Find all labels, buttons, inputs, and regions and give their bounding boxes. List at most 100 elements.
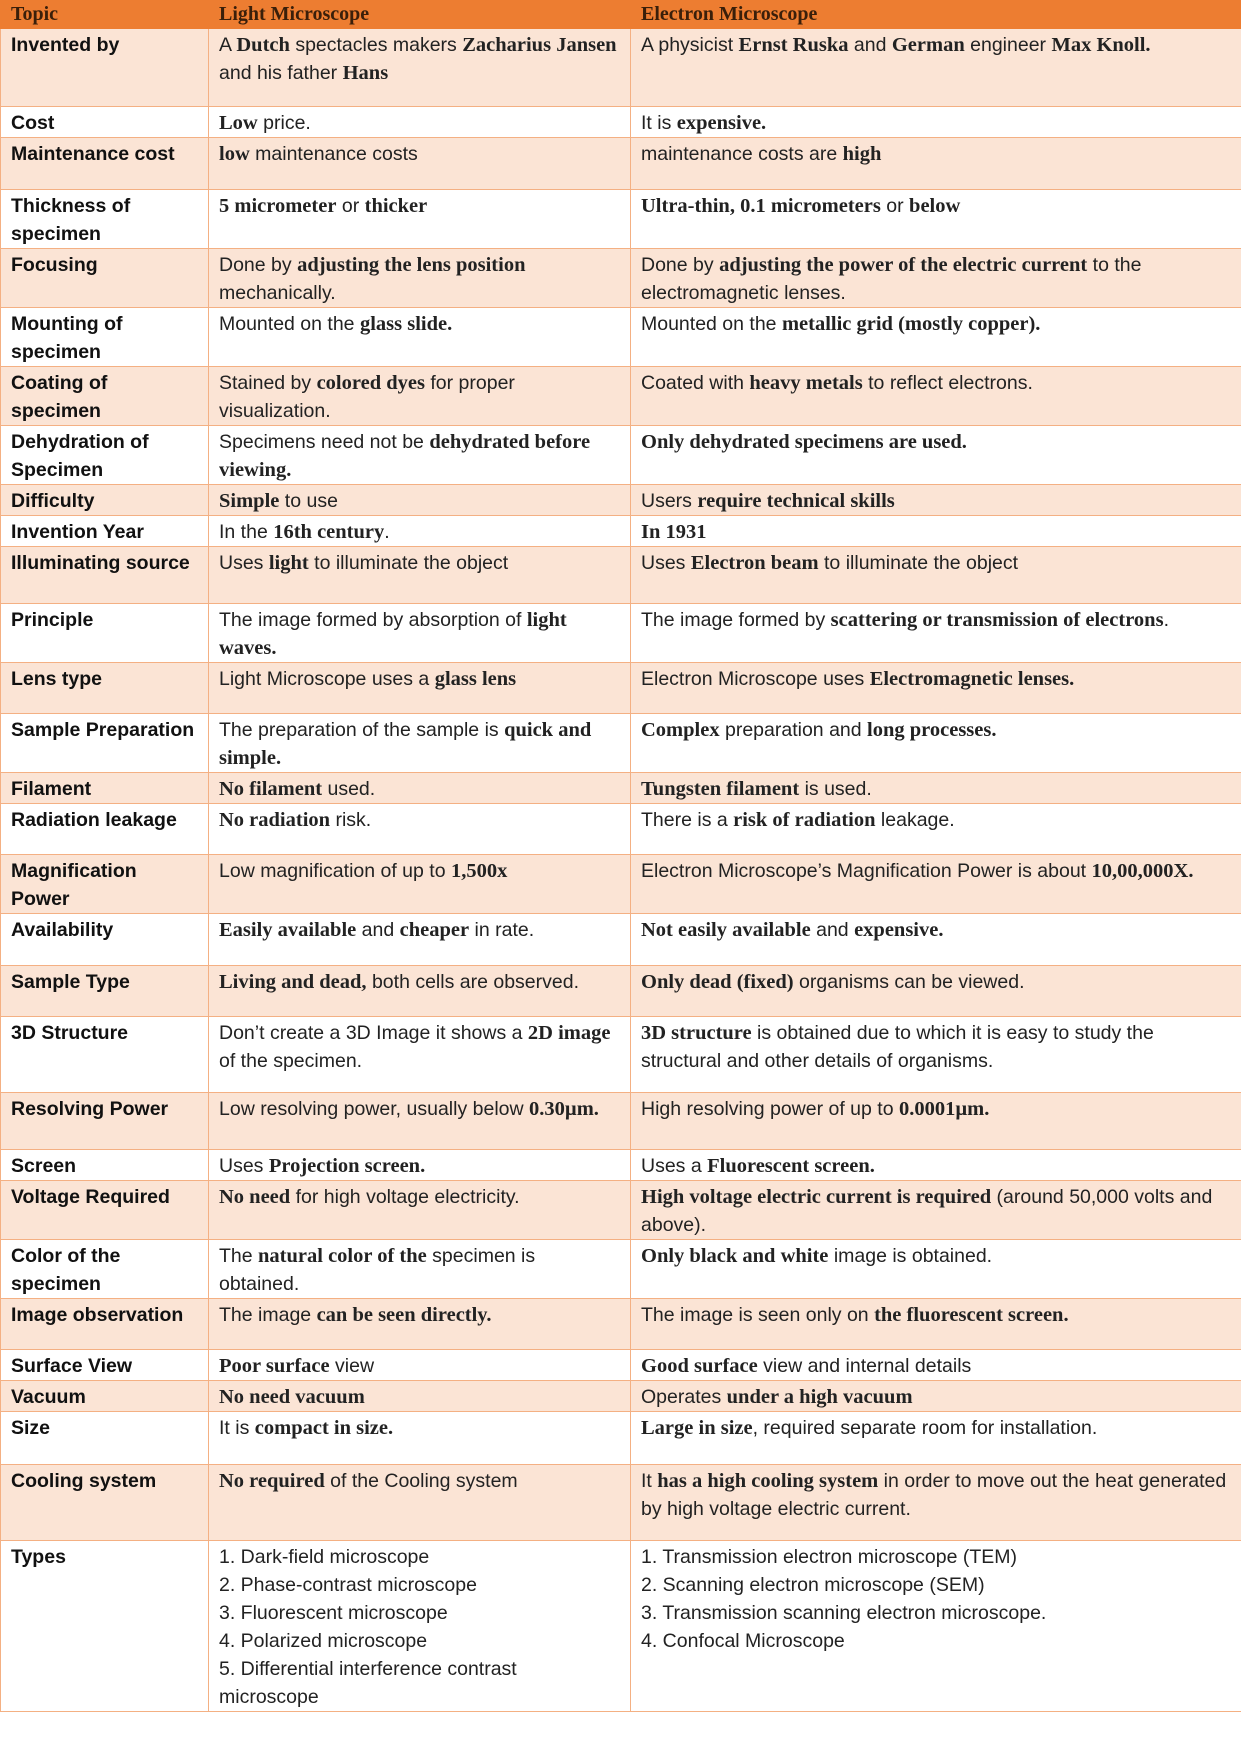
table-row: Focusing Done by adjusting the lens posit… [0,248,1241,308]
bold-text: Living and dead, [219,971,367,993]
topic-cell: Availability [0,913,209,966]
light-microscope-cell: Easily available and cheaper in rate. [208,913,631,966]
bold-text: quick and simple. [219,719,592,769]
bold-text: thicker [364,195,428,217]
text: The [219,1245,259,1267]
bold-text: long processes. [867,719,997,741]
electron-microscope-cell: Only black and white image is obtained. [630,1239,1241,1299]
electron-microscope-cell: Uses Electron beam to illuminate the obj… [630,546,1241,604]
table-row: Difficulty Simple to use Users require tec… [0,484,1241,516]
light-microscope-cell: No need for high voltage electricity. [208,1180,631,1240]
electron-microscope-cell: Coated with heavy metals to reflect elec… [630,366,1241,426]
text: and [848,34,892,56]
topic-cell: Illuminating source [0,546,209,604]
electron-microscope-cell: 3D structure is obtained due to which it… [630,1016,1241,1093]
table-row: Resolving Power Low resolving power, usua… [0,1092,1241,1150]
table-row: Filament No filament used. Tungsten filame… [0,772,1241,804]
text: (around 50,000 volts and above). [641,1186,1213,1236]
bold-text: expensive. [854,919,944,941]
bold-text: glass lens [434,668,517,690]
bold-text: Zacharius Jansen [462,34,617,56]
light-microscope-cell: Uses Projection screen. [208,1149,631,1181]
text: and [810,919,855,941]
bold-text: 16th century [273,521,385,543]
text: Mounted on the [641,313,782,335]
topic-cell: 3D Structure [0,1016,209,1093]
light-microscope-cell: The natural color of the specimen is obt… [208,1239,631,1299]
text: image is obtained. [828,1245,993,1267]
light-microscope-cell: Low magnification of up to 1,500x [208,854,631,914]
bold-text: 3D structure [641,1022,752,1044]
text: Uses a [641,1155,708,1177]
text: Mounted on the [219,313,360,335]
bold-text: Electromagnetic lenses. [869,668,1075,690]
bold-text: Large in size [641,1417,753,1439]
table-row: Radiation leakage No radiation risk. There… [0,803,1241,855]
text: for high voltage electricity. [290,1186,520,1208]
topic-cell: Filament [0,772,209,804]
topic-cell: Image observation [0,1298,209,1350]
text: High resolving power of up to [641,1098,899,1120]
text: both cells are observed. [366,971,579,993]
light-microscope-cell: No filament used. [208,772,631,804]
electron-microscope-cell: The image formed by scattering or transm… [630,603,1241,663]
bold-text: Only dead (fixed) [641,971,794,993]
bold-text: In 1931 [641,521,707,543]
table-row: Types 1. Dark-field microscope 2. Phase-co… [0,1540,1241,1712]
electron-microscope-cell: Operates under a high vacuum [630,1380,1241,1412]
bold-text: adjusting the lens position [297,254,526,276]
bold-text: Good surface [641,1355,758,1377]
table-row: Mounting of specimen Mounted on the glass… [0,307,1241,367]
text: Electron Microscope uses [641,668,870,690]
topic-cell: Lens type [0,662,209,714]
text: preparation and [719,719,868,741]
electron-microscope-cell: In 1931 [630,515,1241,547]
table-row: Screen Uses Projection screen. Uses a Fluo… [0,1149,1241,1181]
electron-microscope-cell: High resolving power of up to 0.0001µm. [630,1092,1241,1150]
header-topic: Topic [0,0,209,29]
text: , required separate room for installatio… [752,1417,1098,1439]
light-microscope-cell: The image can be seen directly. [208,1298,631,1350]
table-row: Invention Year In the 16th century. In 193… [0,515,1241,547]
light-microscope-cell: Uses light to illuminate the object [208,546,631,604]
list-item: 4. Polarized microscope [219,1630,428,1652]
table-row: Size It is compact in size. Large in size,… [0,1411,1241,1465]
bold-text: low [219,143,250,165]
bold-text: natural color of the [258,1245,427,1267]
topic-cell: Sample Type [0,965,209,1017]
bold-text: the fluorescent screen. [874,1304,1069,1326]
bold-text: No need vacuum [219,1386,365,1408]
bold-text: under a high vacuum [726,1386,913,1408]
bold-text: compact in size. [254,1417,394,1439]
electron-microscope-cell: maintenance costs are high [630,137,1241,190]
text: Uses [219,552,269,574]
topic-cell: Coating of specimen [0,366,209,426]
topic-cell: Types [0,1540,209,1712]
table-row: Coating of specimen Stained by colored dy… [0,366,1241,426]
electron-microscope-cell: Done by adjusting the power of the elect… [630,248,1241,308]
light-microscope-cell: Living and dead, both cells are observed… [208,965,631,1017]
bold-text: glass slide. [359,313,453,335]
bold-text: Low [219,112,258,134]
topic-cell: Invented by [0,28,209,107]
table-row: Magnification Power Low magnification of … [0,854,1241,914]
text: to illuminate the object [818,552,1019,574]
light-microscope-cell: A Dutch spectacles makers Zacharius Jans… [208,28,631,107]
table-row: Color of the specimen The natural color o… [0,1239,1241,1299]
table-row: Sample Type Living and dead, both cells a… [0,965,1241,1017]
light-microscope-cell: No required of the Cooling system [208,1464,631,1541]
bold-text: 2D image [527,1022,611,1044]
electron-microscope-cell: Good surface view and internal details [630,1349,1241,1381]
bold-text: light [268,552,309,574]
text: The image formed by [641,609,831,631]
list-item: 5. Differential interference contrast mi… [219,1658,517,1708]
text: The preparation of the sample is [219,719,505,741]
list-item: 1. Transmission electron microscope (TEM… [641,1546,1018,1568]
bold-text: 0.30µm. [529,1098,599,1120]
text: is obtained due to which it is easy to s… [641,1022,1154,1072]
text: Low magnification of up to [219,860,451,882]
text: spectacles makers [289,34,463,56]
text: or [880,195,910,217]
text: Uses [641,552,691,574]
text: Low resolving power, usually below [219,1098,530,1120]
